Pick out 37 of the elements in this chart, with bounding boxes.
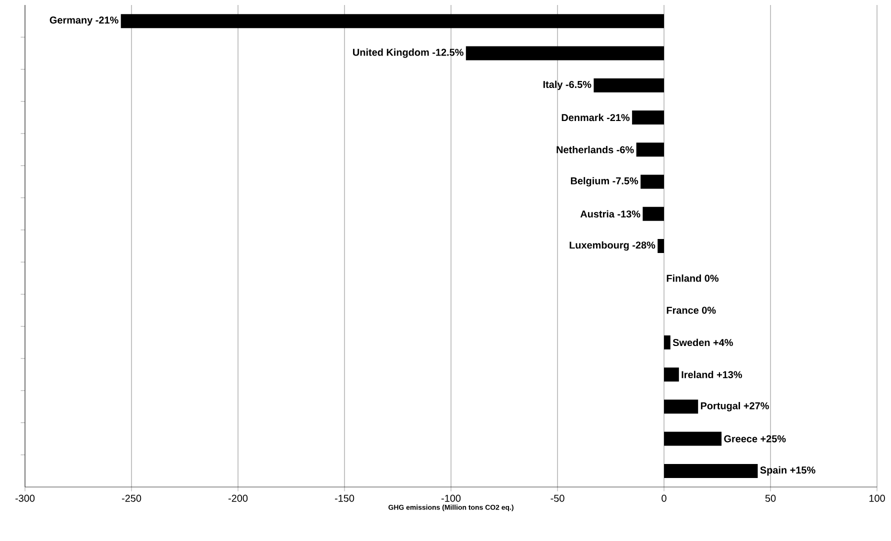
bar — [640, 174, 664, 189]
y-tick-label: Spain +15% — [760, 466, 816, 476]
x-tick-label: -150 — [334, 494, 354, 502]
y-tick-label: Ireland +13% — [682, 370, 742, 378]
y-tick-label: Germany -21% — [50, 16, 118, 26]
x-tick-label: -200 — [228, 494, 248, 502]
bar — [466, 46, 664, 60]
bar — [120, 14, 664, 28]
x-tick-label: 0 — [662, 494, 666, 502]
bar — [664, 432, 722, 446]
y-tick-label: Greece +25% — [724, 435, 786, 442]
bar — [664, 368, 679, 382]
x-tick-label: -100 — [441, 494, 461, 502]
y-tick-label: Luxembourg -28% — [570, 241, 656, 251]
y-tick-label: Austria -13% — [580, 210, 640, 218]
x-tick-label: 50 — [765, 494, 776, 502]
x-tick-label: -300 — [15, 494, 35, 502]
x-tick-label: -50 — [550, 494, 564, 502]
bar — [664, 400, 698, 414]
y-tick-label: United Kingdom -12.5% — [353, 48, 464, 58]
y-tick-label: France 0% — [666, 306, 716, 314]
y-tick-label: Italy -6.5% — [543, 80, 592, 90]
bar — [658, 239, 664, 254]
bar — [594, 78, 664, 92]
bar — [664, 464, 758, 478]
y-tick-label: Netherlands -6% — [556, 146, 634, 154]
y-tick-label: Portugal +27% — [700, 402, 769, 412]
bar — [636, 142, 664, 157]
x-tick-label: 100 — [869, 494, 885, 502]
y-tick-label: Sweden +4% — [672, 338, 733, 346]
bar — [632, 110, 664, 124]
y-tick-label: Denmark -21% — [562, 114, 630, 122]
y-tick-label: Belgium -7.5% — [570, 177, 638, 186]
y-tick-label: Finland 0% — [666, 274, 719, 282]
x-tick-label: -250 — [122, 494, 142, 502]
bar — [664, 335, 670, 350]
bar — [642, 206, 664, 221]
